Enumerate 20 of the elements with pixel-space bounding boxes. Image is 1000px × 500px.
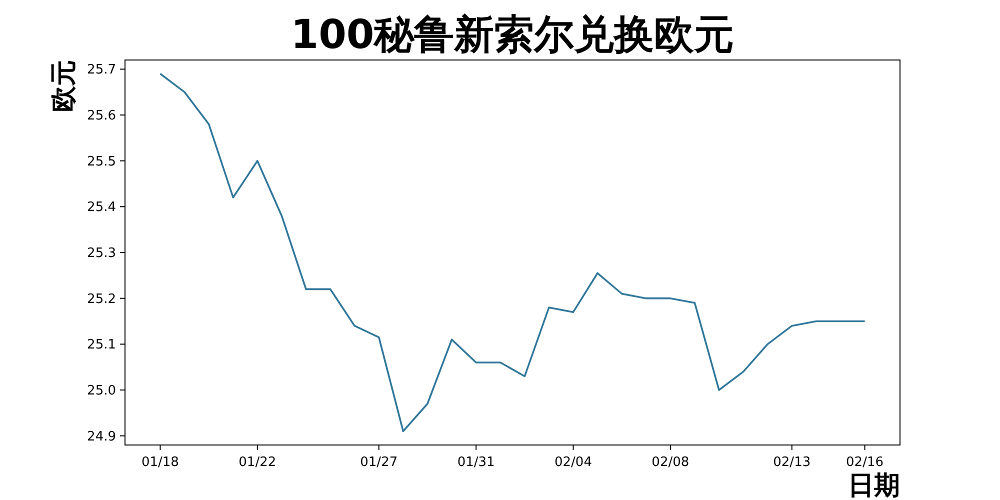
x-axis-title: 日期 bbox=[848, 471, 900, 500]
y-tick-label: 25.2 bbox=[87, 292, 116, 307]
x-tick-label: 01/22 bbox=[238, 455, 276, 470]
x-tick-label: 01/18 bbox=[141, 455, 179, 470]
y-tick-label: 25.3 bbox=[87, 246, 116, 261]
y-tick-label: 25.6 bbox=[87, 108, 116, 124]
y-tick-label: 25.1 bbox=[87, 338, 116, 353]
y-tick-label: 25.7 bbox=[87, 62, 116, 78]
y-tick-label: 25.4 bbox=[87, 200, 116, 216]
y-tick-label: 25.0 bbox=[87, 384, 116, 398]
x-tick-label: 02/04 bbox=[554, 455, 592, 470]
x-tick-label: 01/27 bbox=[360, 455, 398, 470]
x-tick-label: 02/16 bbox=[846, 455, 884, 470]
x-tick-label: 01/31 bbox=[457, 455, 495, 470]
y-tick-label: 24.9 bbox=[87, 429, 116, 444]
chart-title: 100秘鲁新索尔兑换欧元 bbox=[290, 12, 734, 58]
x-tick-label: 02/13 bbox=[773, 455, 811, 470]
y-tick-label: 25.5 bbox=[87, 154, 116, 170]
y-axis-title: 欧元 bbox=[49, 60, 79, 112]
x-tick-label: 02/08 bbox=[652, 455, 690, 470]
